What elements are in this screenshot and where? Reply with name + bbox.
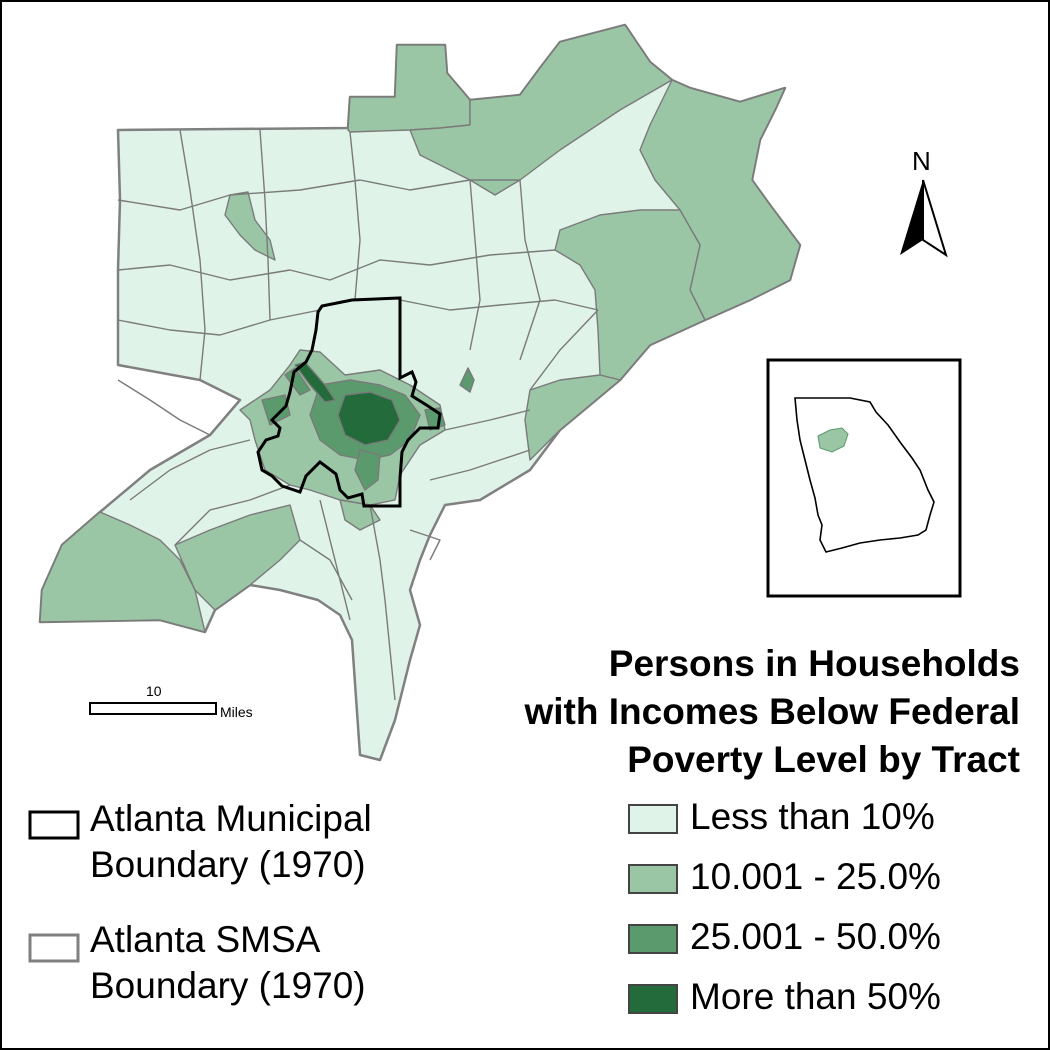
title-line-3: Poverty Level by Tract — [627, 739, 1020, 780]
legend-label: 10.001 - 25.0% — [690, 856, 941, 897]
scale-bar-value: 10 — [146, 683, 162, 699]
scale-bar — [89, 702, 217, 715]
smsa-legend-swatch — [28, 933, 80, 963]
smsa-legend-line-2: Boundary (1970) — [90, 965, 366, 1006]
north-arrow-icon — [900, 179, 948, 258]
tract-east-a — [554, 209, 706, 381]
tract-northeast — [639, 79, 801, 321]
smsa-legend-label: Atlanta SMSA Boundary (1970) — [90, 917, 366, 1009]
municipal-legend-line-2: Boundary (1970) — [90, 844, 366, 885]
legend-swatch — [628, 924, 678, 954]
smsa-legend-line-1: Atlanta SMSA — [90, 919, 321, 960]
municipal-boundary — [256, 296, 442, 508]
tract-east-small — [459, 367, 475, 393]
tract-northwest — [224, 191, 276, 261]
tract-southwest-b — [174, 504, 301, 611]
municipal-legend-line-1: Atlanta Municipal — [90, 798, 372, 839]
tract-southwest-a — [39, 511, 206, 633]
legend-swatch — [628, 864, 678, 894]
legend-label: More than 50% — [690, 976, 941, 1017]
scale-bar-unit: Miles — [220, 704, 253, 720]
tract-nw-strip-b — [284, 367, 311, 396]
tract-south-a — [354, 449, 381, 491]
municipal-legend-swatch — [28, 810, 80, 840]
north-arrow-label: N — [912, 146, 931, 176]
municipal-legend-label: Atlanta Municipal Boundary (1970) — [90, 796, 372, 888]
title-line-2: with Incomes Below Federal — [524, 691, 1020, 732]
tract-lines — [117, 129, 599, 701]
tract-east-b — [524, 374, 621, 461]
legend-label: 25.001 - 50.0% — [690, 916, 941, 957]
tract-core-b — [337, 391, 401, 446]
inset-atlanta-area — [817, 427, 849, 453]
map-title: Persons in Households with Incomes Below… — [420, 640, 1020, 784]
legend-label: Less than 10% — [690, 796, 935, 837]
inset-map — [766, 358, 962, 598]
legend-swatch — [628, 984, 678, 1014]
tract-west-a — [261, 394, 291, 426]
legend-swatch — [628, 804, 678, 834]
title-line-1: Persons in Households — [608, 643, 1020, 684]
tract-north-a — [347, 44, 471, 133]
